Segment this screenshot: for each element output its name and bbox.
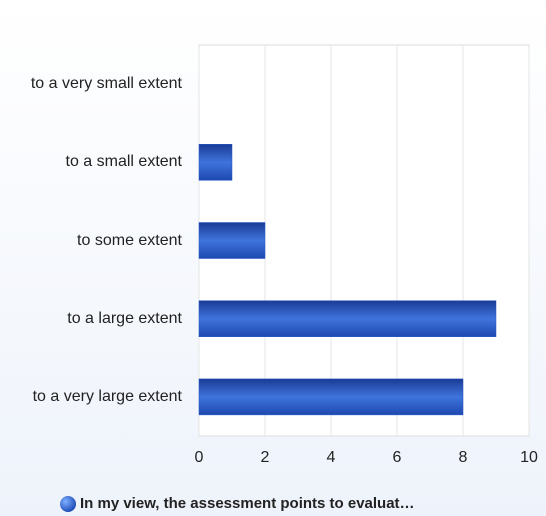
y-tick-label: to a large extent	[67, 309, 182, 327]
x-tick-label: 6	[393, 449, 402, 466]
y-tick-label: to a very large extent	[32, 387, 182, 405]
bar	[198, 222, 266, 259]
bar	[198, 300, 497, 337]
x-tick-label: 4	[327, 449, 336, 466]
y-tick-label: to a small extent	[65, 153, 183, 171]
x-tick-label: 0	[195, 449, 204, 466]
legend-label: In my view, the assessment points to eva…	[80, 495, 415, 512]
x-tick-label: 10	[520, 449, 538, 466]
legend-swatch	[60, 496, 76, 512]
bar	[198, 144, 233, 181]
y-tick-label: to a very small extent	[30, 75, 182, 93]
x-tick-label: 8	[459, 449, 468, 466]
bar	[198, 378, 464, 416]
y-tick-label: to some extent	[77, 231, 182, 249]
x-tick-label: 2	[261, 449, 270, 466]
